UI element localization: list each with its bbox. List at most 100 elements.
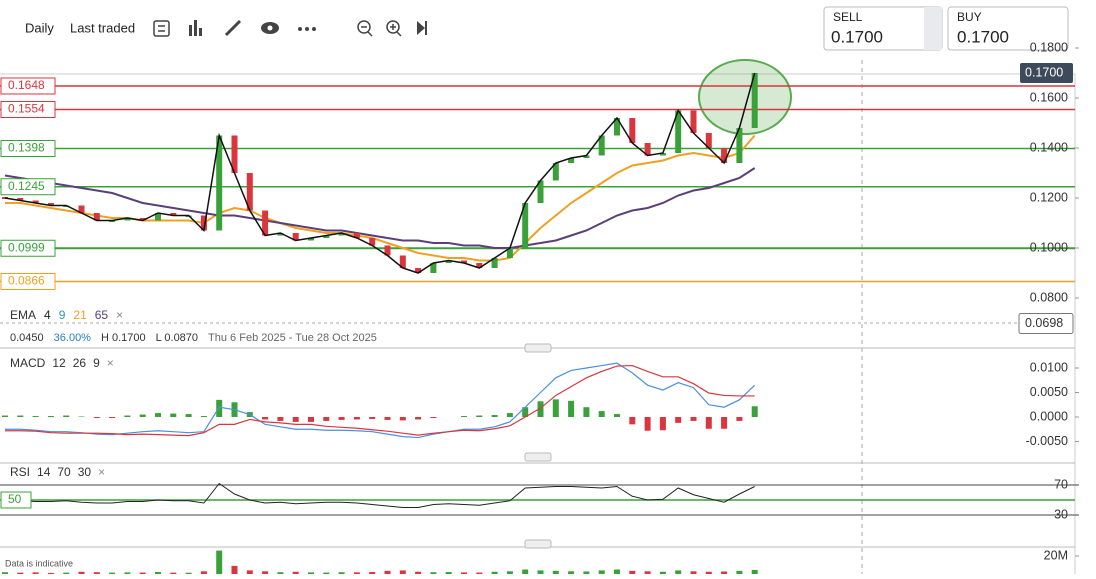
histogram-bar: [629, 417, 635, 424]
histogram-bar: [33, 416, 39, 417]
buy-label: BUY: [957, 10, 982, 24]
histogram-bar: [476, 416, 482, 417]
legend-entry: 12: [52, 356, 66, 370]
histogram-bar: [170, 414, 176, 417]
histogram-bar: [262, 417, 268, 419]
level-label: 0.0866: [8, 274, 45, 288]
interval-button[interactable]: Daily: [25, 20, 54, 35]
histogram-bar: [691, 417, 697, 421]
zoom-out-icon[interactable]: [358, 21, 372, 36]
eye-icon[interactable]: [261, 22, 279, 34]
y-tick-label: 20M: [1044, 548, 1068, 562]
histogram-bar: [461, 416, 467, 417]
histogram-bar: [94, 417, 100, 418]
histogram-bar: [17, 416, 23, 417]
level-label: 0.1554: [8, 102, 45, 116]
legend-entry: 30: [78, 465, 92, 479]
y-tick-label: 0.1600: [1030, 90, 1068, 104]
legend-entry: MACD: [10, 356, 46, 370]
y-tick-label: -0.0050: [1026, 434, 1068, 448]
volume-bar: [599, 570, 605, 574]
y-tick-label: 0.0800: [1030, 290, 1068, 304]
series-line: [5, 484, 755, 508]
y-tick-label: 70: [1054, 477, 1068, 491]
histogram-bar: [415, 417, 421, 419]
volume-bar: [538, 570, 544, 574]
histogram-bar: [339, 417, 345, 420]
histogram-bar: [583, 407, 589, 417]
legend-entry: 70: [57, 465, 71, 479]
histogram-bar: [308, 417, 314, 422]
stat-high: H 0.1700: [101, 332, 146, 344]
level-label: 0.0999: [8, 240, 45, 254]
y-tick-label: 0.0050: [1030, 385, 1068, 399]
series-line: [5, 136, 755, 261]
series-line: [5, 366, 755, 436]
panel-handle[interactable]: [525, 344, 551, 548]
histogram-bar: [277, 417, 283, 421]
footer-note: Data is indicative: [5, 558, 73, 568]
histogram-bar: [645, 417, 651, 431]
volume-bar: [522, 570, 528, 575]
level-label: 0.1245: [8, 179, 45, 193]
y-tick-label: 0.1200: [1030, 190, 1068, 204]
buy-price: 0.1700: [957, 27, 1009, 46]
zoom-in-icon[interactable]: [387, 21, 401, 36]
histogram-bar: [201, 416, 207, 417]
stat-range: Thu 6 Feb 2025 - Tue 28 Oct 2025: [208, 332, 377, 344]
volume-bar: [216, 551, 222, 574]
legend-entry: 65: [95, 308, 109, 322]
last-price-label: 0.1700: [1025, 65, 1063, 79]
stat-low: L 0.0870: [156, 332, 198, 344]
highlight-circle: [699, 60, 791, 134]
remove-icon[interactable]: ×: [107, 356, 114, 370]
draw-icon[interactable]: [226, 21, 240, 35]
jump-end-icon[interactable]: [417, 21, 427, 35]
histogram-bar: [124, 416, 130, 417]
remove-icon[interactable]: ×: [116, 308, 123, 322]
crosshair-label: 0.0698: [1025, 316, 1063, 330]
y-tick-label: 0.0000: [1030, 409, 1068, 423]
histogram-bar: [2, 416, 8, 417]
histogram-bar: [140, 415, 146, 417]
histogram-bar: [293, 417, 299, 422]
more-icon[interactable]: [298, 27, 316, 31]
sell-price: 0.1700: [831, 27, 883, 46]
stat-change: 0.0450: [10, 332, 44, 344]
histogram-bar: [492, 415, 498, 417]
y-tick-label: 0.1000: [1030, 240, 1068, 254]
legend-entry: 9: [59, 308, 66, 322]
histogram-bar: [323, 417, 329, 421]
histogram-bar: [507, 413, 513, 417]
legend-entry: 9: [93, 356, 100, 370]
histogram-bar: [400, 417, 406, 420]
sell-label: SELL: [833, 10, 863, 24]
histogram-bar: [553, 399, 559, 417]
histogram-bar: [48, 416, 54, 417]
legend-title: EMA: [10, 308, 36, 322]
histogram-bar: [186, 414, 192, 417]
stat-change-pct: 36.00%: [54, 332, 92, 344]
histogram-bar: [706, 417, 712, 429]
y-tick-label: 0.0100: [1030, 360, 1068, 374]
remove-icon[interactable]: ×: [98, 465, 105, 479]
histogram-bar: [721, 417, 727, 429]
volume-bar: [247, 570, 253, 574]
histogram-bar: [369, 417, 375, 419]
legend-entry: 21: [73, 308, 87, 322]
histogram-bar: [216, 400, 222, 417]
price-type-button[interactable]: Last traded: [70, 20, 135, 35]
volume-bar: [752, 570, 758, 574]
chart-type-icon[interactable]: [154, 21, 169, 36]
histogram-bar: [430, 417, 436, 418]
bar-chart-icon[interactable]: [189, 20, 202, 36]
histogram-bar: [660, 417, 666, 430]
histogram-bar: [155, 413, 161, 417]
series-line: [5, 73, 755, 273]
histogram-bar: [599, 411, 605, 417]
volume-bar: [675, 570, 681, 574]
legend-entry: 4: [44, 308, 51, 322]
histogram-bar: [354, 417, 360, 419]
